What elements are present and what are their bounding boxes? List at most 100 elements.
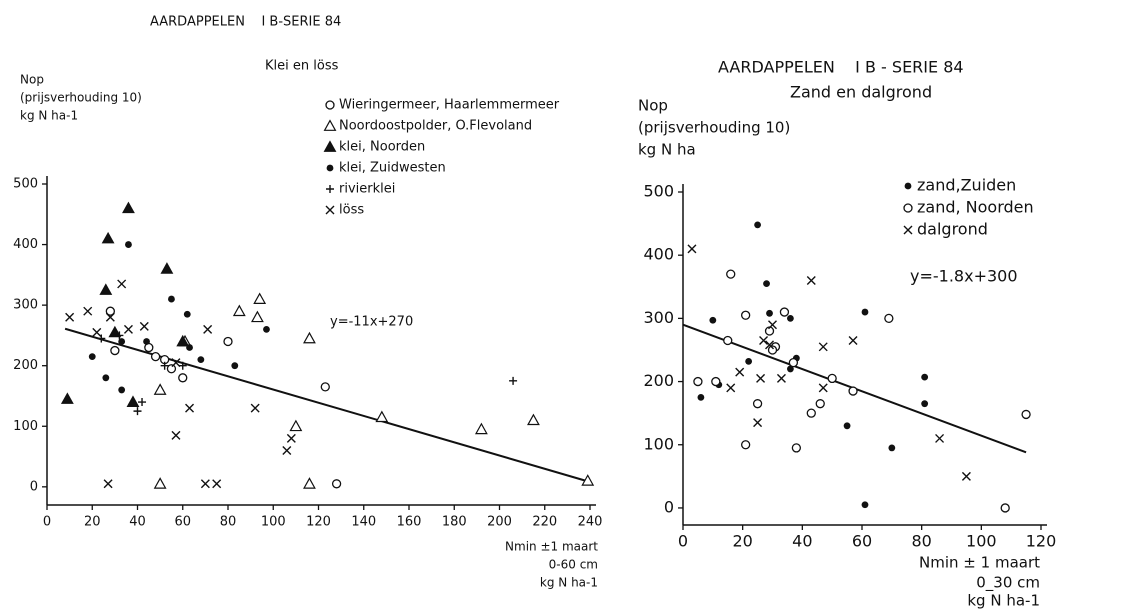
legend-marker bbox=[326, 185, 334, 193]
marker bbox=[200, 479, 210, 489]
marker bbox=[921, 373, 929, 381]
marker bbox=[935, 433, 945, 443]
x-tick-label: 120 bbox=[306, 515, 331, 530]
marker bbox=[108, 325, 122, 338]
x-tick-label: 200 bbox=[487, 515, 512, 530]
y-tick-label: 500 bbox=[643, 182, 674, 201]
marker bbox=[779, 307, 790, 317]
marker bbox=[843, 422, 851, 430]
marker bbox=[848, 335, 858, 345]
x-tick-label: 0 bbox=[43, 515, 51, 530]
marker bbox=[166, 364, 177, 374]
marker bbox=[197, 356, 205, 364]
marker bbox=[509, 376, 518, 385]
x-tick-label: 60 bbox=[852, 532, 872, 551]
marker bbox=[693, 376, 703, 387]
marker bbox=[231, 362, 239, 370]
marker bbox=[375, 410, 389, 423]
legend-marker bbox=[903, 203, 913, 213]
marker bbox=[212, 479, 222, 489]
legend-label: rivierklei bbox=[339, 182, 395, 197]
legend-marker bbox=[323, 119, 337, 131]
x-tick-label: 100 bbox=[966, 532, 997, 551]
x-tick-label: 0 bbox=[678, 532, 688, 551]
marker bbox=[289, 419, 303, 432]
marker bbox=[474, 422, 488, 435]
x-axis-label: kg N ha-1 bbox=[540, 576, 598, 590]
marker bbox=[223, 336, 233, 347]
marker bbox=[263, 325, 270, 333]
marker bbox=[286, 433, 296, 443]
marker bbox=[806, 275, 816, 285]
x-axis-label: Nmin ± 1 maart bbox=[919, 554, 1040, 572]
marker bbox=[282, 445, 292, 455]
marker bbox=[232, 304, 246, 317]
marker bbox=[921, 400, 929, 408]
marker bbox=[171, 358, 181, 368]
marker bbox=[105, 312, 115, 322]
marker bbox=[110, 345, 120, 356]
marker bbox=[527, 413, 540, 426]
legend-label: Wieringermeer, Haarlemmermeer bbox=[339, 98, 560, 113]
legend-label: Noordoostpolder, O.Flevoland bbox=[339, 119, 532, 134]
legend-marker bbox=[325, 205, 335, 215]
marker bbox=[101, 231, 115, 244]
marker bbox=[65, 312, 75, 322]
marker bbox=[88, 353, 96, 361]
legend-marker bbox=[325, 100, 335, 110]
marker bbox=[709, 316, 717, 324]
fit-line bbox=[64, 327, 591, 483]
marker bbox=[331, 479, 342, 489]
y-tick-label: 300 bbox=[13, 298, 38, 313]
x-tick-label: 40 bbox=[792, 532, 812, 551]
x-axis-label: 0-60 cm bbox=[549, 558, 598, 572]
legend-marker bbox=[903, 225, 913, 235]
legend-label: löss bbox=[339, 203, 364, 218]
y-axis-label: kg N ha-1 bbox=[20, 109, 78, 123]
x-axis-label: kg N ha-1 bbox=[967, 592, 1040, 610]
marker bbox=[818, 342, 828, 352]
marker bbox=[961, 471, 971, 481]
marker bbox=[153, 383, 167, 395]
legend-label: klei, Zuidwesten bbox=[339, 161, 446, 176]
fit-label: y=-1.8x+300 bbox=[910, 267, 1018, 286]
marker bbox=[123, 324, 133, 334]
y-tick-label: 0 bbox=[664, 497, 674, 516]
marker bbox=[178, 361, 187, 370]
marker bbox=[186, 344, 193, 351]
y-axis-label: Nop bbox=[638, 97, 668, 115]
marker bbox=[726, 269, 736, 279]
marker bbox=[303, 477, 316, 489]
marker bbox=[723, 335, 733, 346]
chart-subtitle: Zand en dalgrond bbox=[790, 83, 932, 102]
marker bbox=[125, 241, 132, 248]
marker bbox=[126, 395, 140, 407]
marker bbox=[756, 373, 766, 383]
marker bbox=[250, 310, 264, 323]
marker bbox=[1000, 503, 1010, 513]
marker bbox=[763, 280, 770, 288]
marker bbox=[861, 501, 869, 509]
marker bbox=[776, 373, 786, 383]
marker bbox=[133, 407, 142, 416]
y-tick-label: 200 bbox=[643, 371, 674, 390]
marker bbox=[118, 386, 126, 394]
marker bbox=[176, 334, 190, 347]
marker bbox=[752, 399, 763, 409]
x-tick-label: 160 bbox=[397, 515, 422, 530]
marker bbox=[143, 338, 150, 345]
marker bbox=[185, 403, 195, 413]
legend-marker bbox=[326, 164, 334, 172]
marker bbox=[726, 383, 736, 393]
marker bbox=[768, 320, 777, 330]
marker bbox=[117, 279, 127, 289]
x-tick-label: 20 bbox=[84, 515, 101, 530]
marker bbox=[745, 357, 753, 365]
marker bbox=[253, 292, 267, 304]
legend-marker bbox=[323, 140, 337, 152]
marker bbox=[105, 306, 115, 316]
marker bbox=[581, 474, 595, 486]
marker bbox=[818, 383, 828, 393]
y-tick-label: 200 bbox=[13, 358, 38, 373]
marker bbox=[861, 308, 869, 316]
